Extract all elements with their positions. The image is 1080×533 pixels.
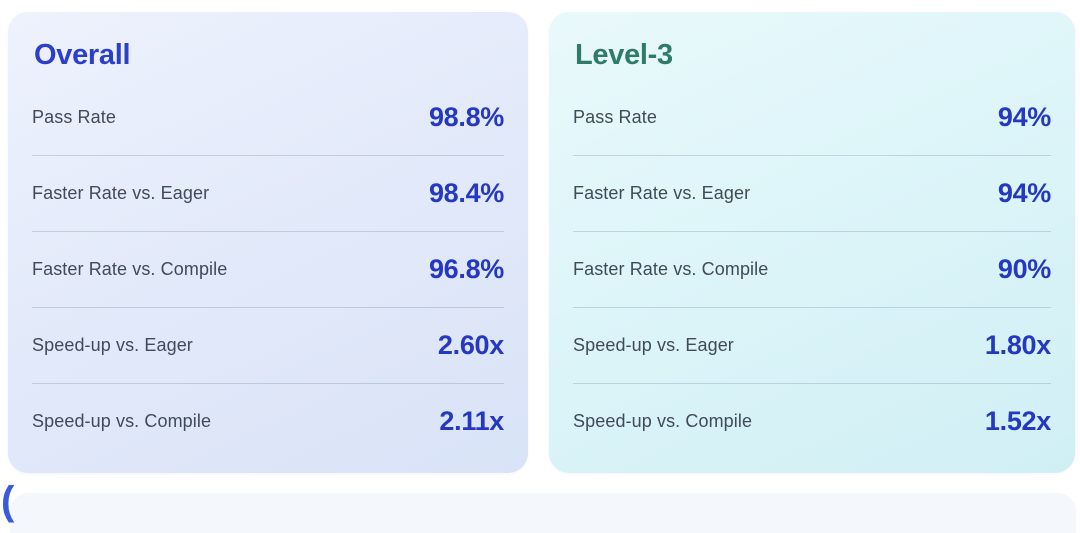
metric-label: Faster Rate vs. Eager <box>573 183 751 203</box>
metric-value: 1.52x <box>984 406 1051 436</box>
metric-label: Faster Rate vs. Compile <box>32 259 228 279</box>
metrics-cards-row: Overall Pass Rate 98.8% Faster Rate vs. … <box>8 12 1075 473</box>
metric-label: Speed-up vs. Eager <box>32 335 193 355</box>
metric-label: Faster Rate vs. Compile <box>573 259 769 279</box>
metric-value: 2.11x <box>439 406 504 436</box>
metric-row-faster-rate-eager: Faster Rate vs. Eager 98.4% <box>32 156 504 232</box>
metric-label: Speed-up vs. Compile <box>32 411 212 431</box>
metric-row-speedup-compile: Speed-up vs. Compile 2.11x <box>32 384 504 459</box>
metric-row-speedup-compile: Speed-up vs. Compile 1.52x <box>573 384 1051 459</box>
metric-row-pass-rate: Pass Rate 94% <box>573 80 1051 156</box>
overall-card-title: Overall <box>34 39 131 71</box>
clipped-parenthesis-glyph: ( <box>1 479 15 523</box>
metric-value: 98.8% <box>428 102 504 132</box>
metric-row-speedup-eager: Speed-up vs. Eager 1.80x <box>573 308 1051 384</box>
metric-label: Pass Rate <box>573 107 657 127</box>
metric-value: 1.80x <box>984 330 1051 360</box>
metric-value: 98.4% <box>428 178 504 208</box>
metric-row-pass-rate: Pass Rate 98.8% <box>32 80 504 156</box>
metric-row-speedup-eager: Speed-up vs. Eager 2.60x <box>32 308 504 384</box>
metric-value: 94% <box>997 178 1051 208</box>
metric-row-faster-rate-eager: Faster Rate vs. Eager 94% <box>573 156 1051 232</box>
metric-value: 96.8% <box>428 254 504 284</box>
metric-value: 90% <box>997 254 1051 284</box>
metric-label: Speed-up vs. Eager <box>573 335 734 355</box>
metric-value: 2.60x <box>437 330 504 360</box>
level-3-metrics-card: Level-3 Pass Rate 94% Faster Rate vs. Ea… <box>549 12 1075 473</box>
metric-row-faster-rate-compile: Faster Rate vs. Compile 90% <box>573 232 1051 308</box>
partial-bottom-card <box>10 493 1076 533</box>
metric-label: Speed-up vs. Compile <box>573 411 753 431</box>
metric-label: Pass Rate <box>32 107 116 127</box>
overall-metrics-card: Overall Pass Rate 98.8% Faster Rate vs. … <box>8 12 528 473</box>
metric-label: Faster Rate vs. Eager <box>32 183 210 203</box>
metric-row-faster-rate-compile: Faster Rate vs. Compile 96.8% <box>32 232 504 308</box>
metric-value: 94% <box>997 102 1051 132</box>
level-3-card-title: Level-3 <box>575 39 673 71</box>
